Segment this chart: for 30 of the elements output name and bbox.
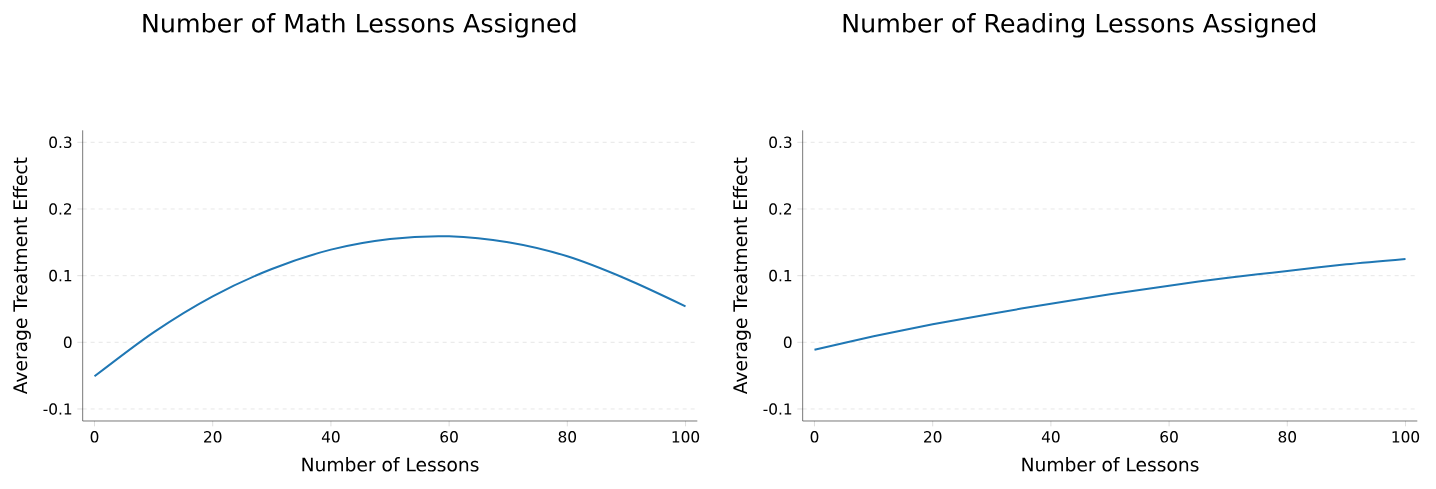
x-tick-label: 60 xyxy=(440,431,458,443)
x-tick-label: 40 xyxy=(1041,431,1060,443)
x-tick-label: 80 xyxy=(558,431,577,443)
line-series xyxy=(813,257,1407,351)
y-tick-label: 0.1 xyxy=(49,269,72,282)
y-tick-label: 0.3 xyxy=(49,136,72,149)
x-tick-label: 60 xyxy=(1160,431,1178,443)
x-tick-label: 20 xyxy=(924,431,942,443)
y-tick-label: 0.2 xyxy=(49,203,72,215)
y-tick-label: 0 xyxy=(783,336,792,349)
chart-title: Number of Math Lessons Assigned xyxy=(143,13,576,38)
x-tick-label: 20 xyxy=(204,431,222,443)
x-axis-title: Number of Lessons xyxy=(302,457,479,472)
y-axis-title: Average Treatment Effect xyxy=(732,157,751,395)
x-axis-title: Number of Lessons xyxy=(1022,457,1199,472)
y-tick-label: -0.1 xyxy=(43,403,72,415)
x-tick-label: 40 xyxy=(321,431,340,443)
y-axis-title: Average Treatment Effect xyxy=(12,157,31,395)
x-tick-label: 80 xyxy=(1278,431,1297,443)
x-tick-label: 100 xyxy=(672,431,700,443)
x-tick-label: 100 xyxy=(1392,431,1420,443)
x-tick-label: 0 xyxy=(90,431,99,443)
y-tick-label: 0.3 xyxy=(769,136,792,149)
chart-title: Number of Reading Lessons Assigned xyxy=(843,13,1316,38)
y-tick-label: 0.2 xyxy=(769,203,792,215)
x-tick-label: 0 xyxy=(810,431,819,443)
y-tick-label: -0.1 xyxy=(763,403,792,415)
line-series xyxy=(93,235,687,378)
y-tick-label: 0.1 xyxy=(769,269,792,282)
y-tick-label: 0 xyxy=(63,336,72,349)
